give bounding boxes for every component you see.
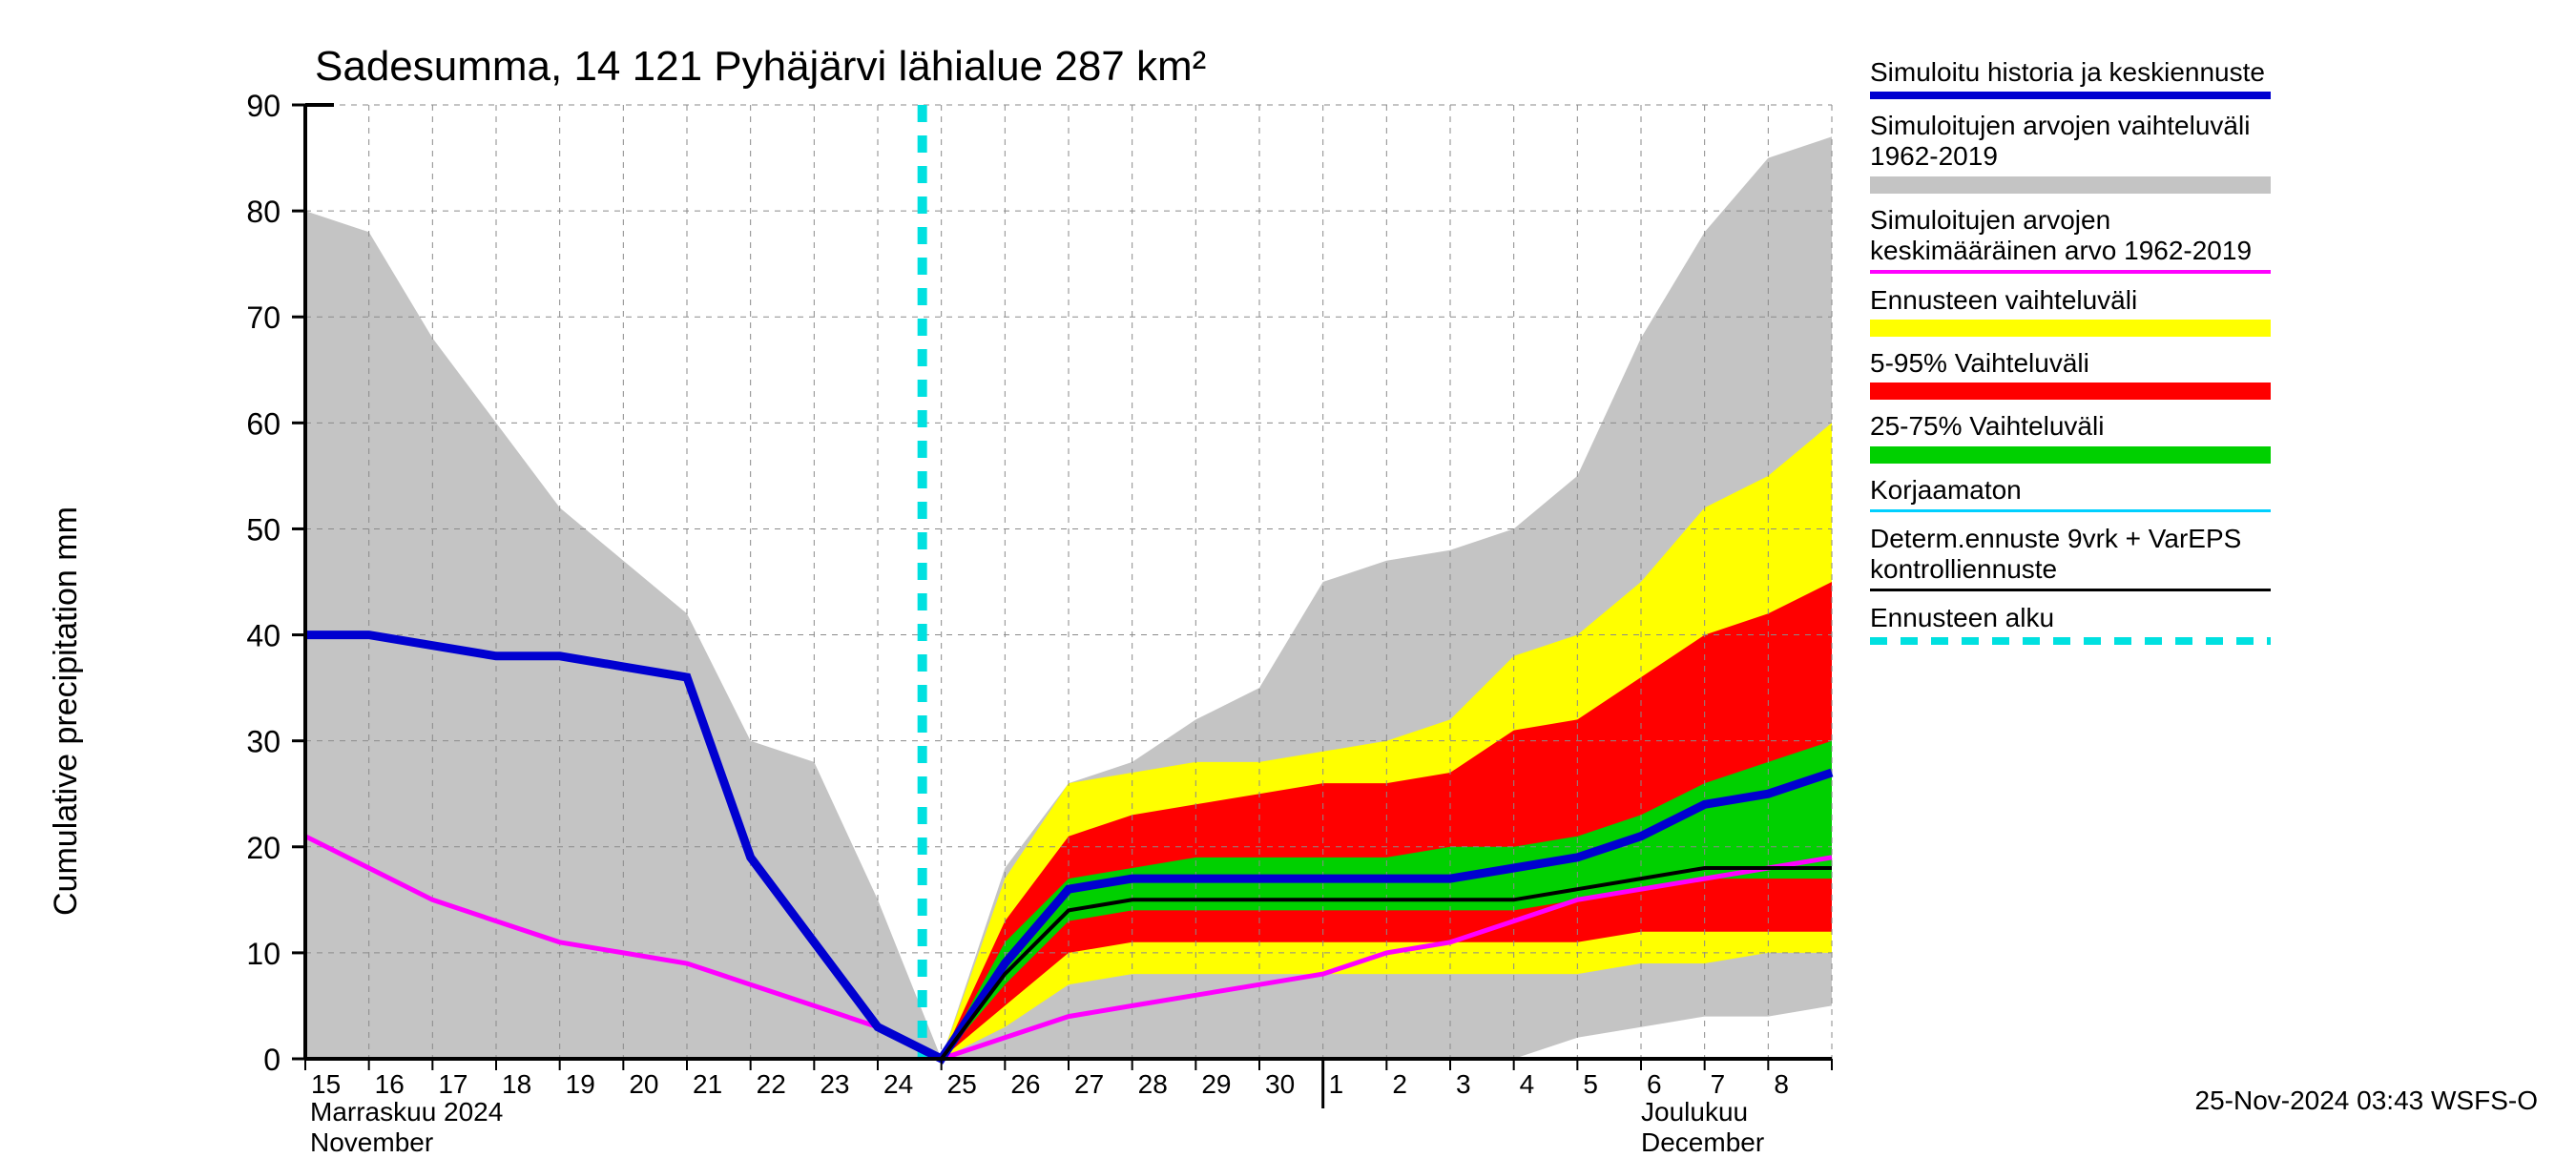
month-label-left-en: November: [310, 1127, 433, 1158]
svg-text:22: 22: [757, 1069, 786, 1099]
legend-swatch: [1870, 320, 2271, 337]
svg-text:18: 18: [502, 1069, 531, 1099]
legend: Simuloitu historia ja keskiennuste Simulo…: [1870, 57, 2271, 656]
svg-text:80: 80: [246, 195, 280, 229]
legend-label: Simuloitujen arvojen keskimääräinen arvo…: [1870, 205, 2271, 266]
svg-text:26: 26: [1010, 1069, 1040, 1099]
legend-label: Korjaamaton: [1870, 475, 2271, 506]
legend-label: Simuloitujen arvojen vaihteluväli 1962-2…: [1870, 111, 2271, 172]
svg-text:4: 4: [1520, 1069, 1535, 1099]
svg-text:1: 1: [1329, 1069, 1344, 1099]
svg-text:21: 21: [693, 1069, 722, 1099]
legend-swatch: [1870, 446, 2271, 464]
svg-text:16: 16: [375, 1069, 405, 1099]
svg-text:70: 70: [246, 300, 280, 335]
legend-swatch: [1870, 270, 2271, 274]
legend-entry: Korjaamaton: [1870, 475, 2271, 512]
svg-text:19: 19: [566, 1069, 595, 1099]
legend-entry: Simuloitu historia ja keskiennuste: [1870, 57, 2271, 99]
svg-text:15: 15: [311, 1069, 341, 1099]
month-label-right-en: December: [1641, 1127, 1764, 1158]
footer-timestamp: 25-Nov-2024 03:43 WSFS-O: [2195, 1086, 2539, 1116]
svg-text:50: 50: [246, 512, 280, 547]
legend-swatch: [1870, 383, 2271, 400]
legend-swatch: [1870, 92, 2271, 99]
svg-text:27: 27: [1074, 1069, 1104, 1099]
legend-entry: Ennusteen vaihteluväli: [1870, 285, 2271, 337]
legend-swatch: [1870, 589, 2271, 591]
legend-label: Determ.ennuste 9vrk + VarEPS kontrollien…: [1870, 524, 2271, 585]
svg-text:3: 3: [1456, 1069, 1471, 1099]
svg-text:30: 30: [1265, 1069, 1295, 1099]
legend-entry: Simuloitujen arvojen keskimääräinen arvo…: [1870, 205, 2271, 274]
svg-text:30: 30: [246, 725, 280, 759]
svg-text:10: 10: [246, 937, 280, 971]
svg-text:90: 90: [246, 89, 280, 123]
svg-text:8: 8: [1774, 1069, 1789, 1099]
legend-label: Simuloitu historia ja keskiennuste: [1870, 57, 2271, 88]
month-label-right-fi: Joulukuu: [1641, 1097, 1748, 1127]
svg-text:17: 17: [438, 1069, 467, 1099]
svg-text:7: 7: [1711, 1069, 1726, 1099]
legend-entry: 25-75% Vaihteluväli: [1870, 411, 2271, 463]
svg-text:20: 20: [246, 831, 280, 865]
legend-entry: Determ.ennuste 9vrk + VarEPS kontrollien…: [1870, 524, 2271, 591]
svg-text:5: 5: [1583, 1069, 1598, 1099]
legend-entry: Simuloitujen arvojen vaihteluväli 1962-2…: [1870, 111, 2271, 193]
legend-label: Ennusteen alku: [1870, 603, 2271, 633]
svg-text:24: 24: [883, 1069, 913, 1099]
svg-text:40: 40: [246, 619, 280, 653]
legend-label: 5-95% Vaihteluväli: [1870, 348, 2271, 379]
svg-text:28: 28: [1138, 1069, 1168, 1099]
chart-stage: Cumulative precipitation mm 0 10 20 30 40 50 6…: [0, 0, 2576, 1145]
svg-text:2: 2: [1392, 1069, 1407, 1099]
svg-text:6: 6: [1647, 1069, 1662, 1099]
svg-text:23: 23: [820, 1069, 849, 1099]
svg-text:Sadesumma, 14 121 Pyhäjärvi lä: Sadesumma, 14 121 Pyhäjärvi lähialue 287…: [315, 43, 1206, 90]
legend-swatch: [1870, 637, 2271, 645]
legend-label: 25-75% Vaihteluväli: [1870, 411, 2271, 442]
month-label-left-fi: Marraskuu 2024: [310, 1097, 503, 1127]
legend-label: Ennusteen vaihteluväli: [1870, 285, 2271, 316]
svg-text:60: 60: [246, 406, 280, 441]
svg-text:20: 20: [629, 1069, 658, 1099]
svg-text:25: 25: [947, 1069, 977, 1099]
legend-entry: 5-95% Vaihteluväli: [1870, 348, 2271, 400]
y-axis-title: Cumulative precipitation mm: [48, 507, 85, 916]
legend-entry: Ennusteen alku: [1870, 603, 2271, 645]
svg-text:0: 0: [263, 1043, 280, 1077]
legend-swatch: [1870, 176, 2271, 194]
svg-text:29: 29: [1201, 1069, 1231, 1099]
legend-swatch: [1870, 509, 2271, 512]
